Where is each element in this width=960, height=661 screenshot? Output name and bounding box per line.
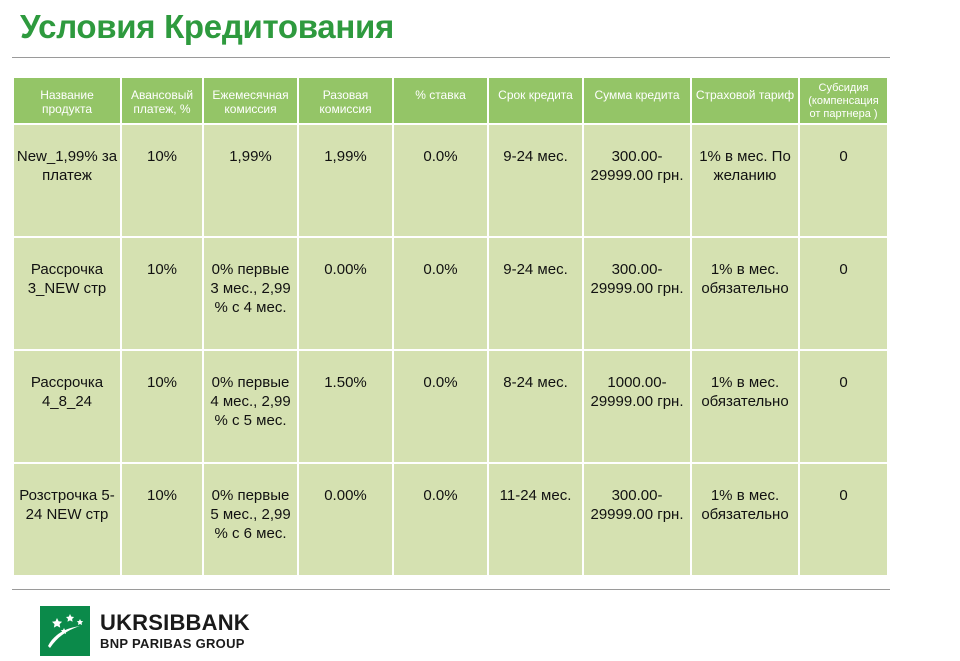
table-row: Рассрочка 4_8_24 10% 0% первые 4 мес., 2… [12, 349, 889, 464]
cell-product-name: Розстрочка 5-24 NEW стр [12, 462, 122, 577]
cell-insurance: 1% в мес. обязательно [690, 462, 800, 577]
cell-advance-payment: 10% [120, 349, 204, 464]
cell-subsidy: 0 [798, 462, 889, 577]
top-divider [12, 57, 890, 58]
brand-group: BNP PARIBAS GROUP [100, 636, 245, 651]
cell-monthly-fee: 1,99% [202, 123, 299, 238]
cell-subsidy: 0 [798, 123, 889, 238]
page-title: Условия Кредитования [20, 8, 394, 45]
cell-one-time-fee: 1.50% [297, 349, 394, 464]
bottom-divider [12, 589, 890, 590]
bnp-stars-logo-icon [40, 606, 90, 656]
cell-rate: 0.0% [392, 236, 489, 351]
cell-insurance: 1% в мес. обязательно [690, 236, 800, 351]
header-one-time-fee: Разовая комиссия [297, 76, 394, 125]
cell-rate: 0.0% [392, 462, 489, 577]
cell-product-name: Рассрочка 3_NEW стр [12, 236, 122, 351]
cell-amount: 300.00-29999.00 грн. [582, 462, 692, 577]
cell-one-time-fee: 0.00% [297, 236, 394, 351]
cell-monthly-fee: 0% первые 5 мес., 2,99 % с 6 мес. [202, 462, 299, 577]
header-amount: Сумма кредита [582, 76, 692, 125]
header-rate: % ставка [392, 76, 489, 125]
cell-term: 11-24 мес. [487, 462, 584, 577]
cell-subsidy: 0 [798, 349, 889, 464]
cell-amount: 300.00-29999.00 грн. [582, 236, 692, 351]
cell-one-time-fee: 0.00% [297, 462, 394, 577]
table-header-row: Название продукта Авансовый платеж, % Еж… [12, 76, 889, 125]
header-term: Срок кредита [487, 76, 584, 125]
cell-product-name: New_1,99% за платеж [12, 123, 122, 238]
cell-one-time-fee: 1,99% [297, 123, 394, 238]
cell-rate: 0.0% [392, 123, 489, 238]
header-monthly-fee: Ежемесячная комиссия [202, 76, 299, 125]
cell-advance-payment: 10% [120, 462, 204, 577]
cell-advance-payment: 10% [120, 123, 204, 238]
table-row: Рассрочка 3_NEW стр 10% 0% первые 3 мес.… [12, 236, 889, 351]
cell-term: 9-24 мес. [487, 123, 584, 238]
header-advance-payment: Авансовый платеж, % [120, 76, 204, 125]
table-row: Розстрочка 5-24 NEW стр 10% 0% первые 5 … [12, 462, 889, 577]
cell-insurance: 1% в мес. По желанию [690, 123, 800, 238]
cell-rate: 0.0% [392, 349, 489, 464]
header-subsidy: Субсидия (компенсация от партнера ) [798, 76, 889, 125]
cell-product-name: Рассрочка 4_8_24 [12, 349, 122, 464]
brand-name: UKRSIBBANK [100, 610, 250, 635]
cell-subsidy: 0 [798, 236, 889, 351]
credit-terms-table: Название продукта Авансовый платеж, % Еж… [12, 76, 889, 577]
cell-term: 9-24 мес. [487, 236, 584, 351]
cell-amount: 300.00-29999.00 грн. [582, 123, 692, 238]
header-product-name: Название продукта [12, 76, 122, 125]
cell-term: 8-24 мес. [487, 349, 584, 464]
cell-insurance: 1% в мес. обязательно [690, 349, 800, 464]
cell-monthly-fee: 0% первые 3 мес., 2,99 % с 4 мес. [202, 236, 299, 351]
cell-monthly-fee: 0% первые 4 мес., 2,99 % с 5 мес. [202, 349, 299, 464]
table-row: New_1,99% за платеж 10% 1,99% 1,99% 0.0%… [12, 123, 889, 238]
header-insurance: Страховой тариф [690, 76, 800, 125]
cell-advance-payment: 10% [120, 236, 204, 351]
cell-amount: 1000.00-29999.00 грн. [582, 349, 692, 464]
